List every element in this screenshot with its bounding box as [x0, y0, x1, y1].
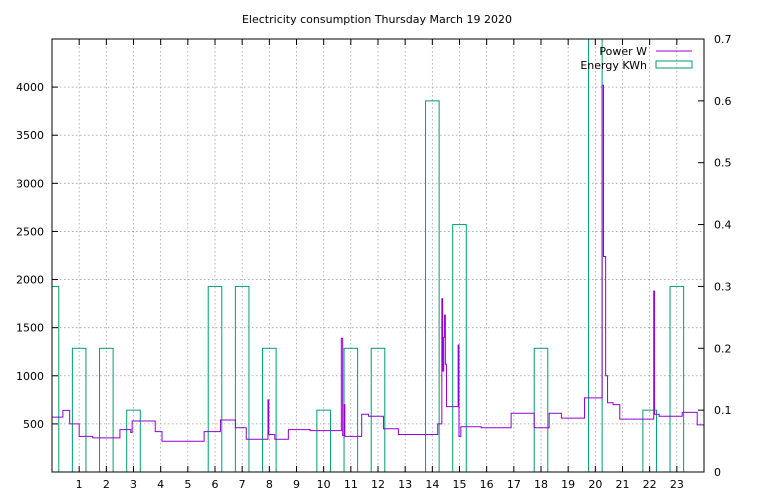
x-tick-label: 12 [371, 478, 385, 491]
x-tick-label: 13 [398, 478, 412, 491]
x-tick-label: 2 [103, 478, 110, 491]
power-line-group [52, 84, 704, 442]
energy-bar [262, 347, 277, 473]
y2-tick-label: 0.7 [714, 33, 732, 46]
y2-tick-label: 0.5 [714, 157, 732, 170]
y2-tick-label: 0 [714, 466, 721, 479]
y2-tick-label: 0.2 [714, 342, 732, 355]
power-line [52, 84, 704, 442]
x-axis: 1 2 3 4 5 6 7 8 9 10 11 12 13 14 15 16 17 18 19 20 21 22 23 [76, 39, 684, 491]
legend-swatch-energy [655, 60, 693, 69]
energy-bar [99, 347, 114, 473]
x-tick-label: 23 [670, 478, 684, 491]
y2-tick-label: 0.4 [714, 219, 732, 232]
x-tick-label: 19 [561, 478, 575, 491]
energy-bar [71, 347, 87, 473]
energy-bar [51, 285, 60, 473]
x-tick-label: 17 [507, 478, 521, 491]
y2-axis: 0 0.1 0.2 0.3 0.4 0.5 0.6 0.7 [698, 33, 732, 479]
energy-bar [343, 347, 359, 473]
y-axis: 500 1000 1500 2000 2500 3000 3500 4000 [16, 81, 58, 431]
x-tick-label: 10 [317, 478, 331, 491]
x-tick-label: 22 [643, 478, 657, 491]
x-tick-label: 8 [266, 478, 273, 491]
x-tick-label: 3 [130, 478, 137, 491]
y-tick-label: 2000 [16, 274, 44, 287]
x-tick-label: 21 [616, 478, 630, 491]
x-tick-label: 16 [480, 478, 494, 491]
x-tick-label: 15 [453, 478, 467, 491]
y-tick-label: 1500 [16, 322, 44, 335]
energy-bar [533, 347, 549, 473]
y-tick-label: 3000 [16, 177, 44, 190]
y2-tick-label: 0.1 [714, 404, 732, 417]
y-tick-label: 500 [23, 418, 44, 431]
energy-bars [51, 38, 685, 473]
x-tick-label: 7 [239, 478, 246, 491]
x-tick-label: 9 [293, 478, 300, 491]
grid [52, 39, 704, 472]
y-tick-label: 4000 [16, 81, 44, 94]
y-tick-label: 3500 [16, 129, 44, 142]
x-tick-label: 6 [212, 478, 219, 491]
x-tick-label: 14 [425, 478, 439, 491]
x-tick-label: 18 [534, 478, 548, 491]
x-tick-label: 4 [157, 478, 164, 491]
y-tick-label: 2500 [16, 225, 44, 238]
legend-label-energy: Energy KWh [580, 59, 647, 72]
x-tick-label: 1 [76, 478, 83, 491]
x-tick-label: 20 [588, 478, 602, 491]
y-tick-label: 1000 [16, 370, 44, 383]
x-tick-label: 5 [184, 478, 191, 491]
y2-tick-label: 0.6 [714, 95, 732, 108]
energy-bar [370, 347, 386, 473]
x-tick-label: 11 [344, 478, 358, 491]
y2-tick-label: 0.3 [714, 280, 732, 293]
legend-label-power: Power W [599, 45, 647, 58]
chart-title: Electricity consumption Thursday March 1… [242, 13, 512, 26]
